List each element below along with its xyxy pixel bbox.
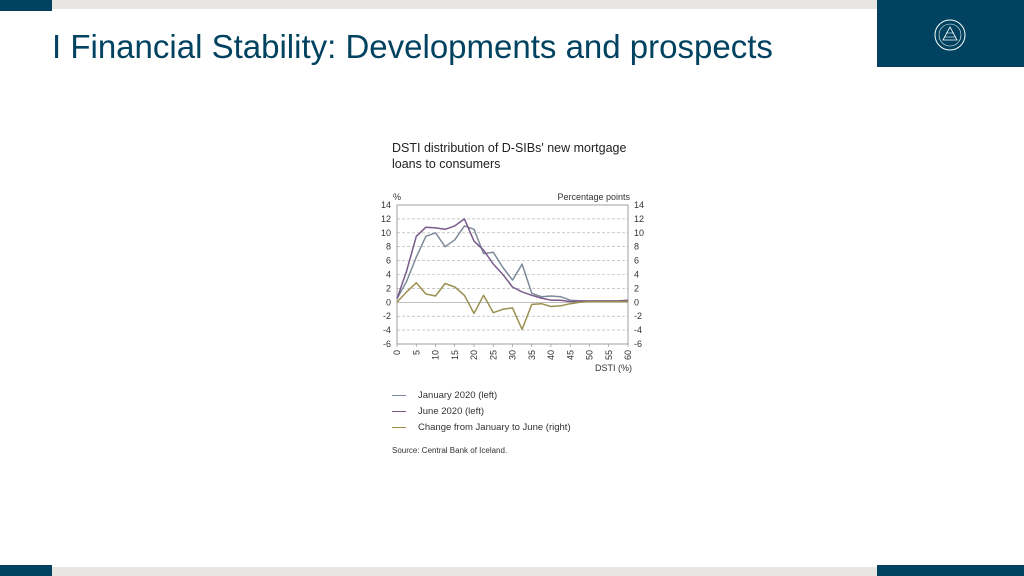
legend-item-january: January 2020 (left) bbox=[392, 387, 571, 403]
y-tick-label-left: 12 bbox=[381, 214, 391, 224]
legend-swatch bbox=[392, 394, 406, 396]
bottom-accent-bar-left bbox=[0, 565, 52, 576]
x-tick-label: 0 bbox=[392, 350, 402, 355]
y-tick-label-right: 10 bbox=[634, 228, 644, 238]
y-tick-label-right: -2 bbox=[634, 311, 642, 321]
y-tick-label-right: -6 bbox=[634, 339, 642, 349]
series-lines bbox=[396, 218, 629, 331]
y-tick-label-left: -4 bbox=[383, 325, 391, 335]
x-tick-label: 50 bbox=[585, 350, 595, 360]
chart-title: DSTI distribution of D-SIBs' new mortgag… bbox=[392, 141, 627, 171]
x-tick-label: 5 bbox=[411, 350, 421, 355]
y-tick-label-left: 10 bbox=[381, 228, 391, 238]
y-tick-label-left: -6 bbox=[383, 339, 391, 349]
x-tick-label: 15 bbox=[450, 350, 460, 360]
x-axis-label: DSTI (%) bbox=[595, 363, 632, 373]
seal-icon bbox=[934, 19, 966, 51]
y-tick-label-right: 12 bbox=[634, 214, 644, 224]
y-tick-label-left: -2 bbox=[383, 311, 391, 321]
legend-swatch bbox=[392, 426, 406, 428]
legend-item-change: Change from January to June (right) bbox=[392, 419, 571, 435]
line-chart: -6 -6 -4 -4 -2 -2 0 0 2 2 4 4 6 6 8 8 10 10 12 12 14 14 0 5 10 15… bbox=[381, 192, 644, 373]
slide-title: I Financial Stability: Developments and … bbox=[52, 28, 773, 65]
central-bank-logo bbox=[877, 0, 1024, 67]
y-tick-label-right: -4 bbox=[634, 325, 642, 335]
axes: -6 -6 -4 -4 -2 -2 0 0 2 2 4 4 6 6 8 8 10 10 12 12 14 14 0 5 10 15… bbox=[381, 200, 644, 360]
y-tick-label-right: 14 bbox=[634, 200, 644, 210]
y-tick-label-left: 0 bbox=[386, 297, 391, 307]
y-tick-label-left: 2 bbox=[386, 283, 391, 293]
x-tick-label: 20 bbox=[469, 350, 479, 360]
y-tick-label-left: 4 bbox=[386, 270, 391, 280]
x-tick-label: 35 bbox=[527, 350, 537, 360]
x-tick-label: 45 bbox=[565, 350, 575, 360]
chart-source: Source: Central Bank of Iceland. bbox=[392, 446, 508, 455]
bottom-strip bbox=[0, 567, 1024, 576]
x-tick-label: 60 bbox=[623, 350, 633, 360]
left-axis-unit: % bbox=[393, 192, 401, 202]
legend-item-june: June 2020 (left) bbox=[392, 403, 571, 419]
y-tick-label-right: 2 bbox=[634, 283, 639, 293]
legend-label: Change from January to June (right) bbox=[418, 421, 571, 433]
x-tick-label: 40 bbox=[546, 350, 556, 360]
x-tick-label: 25 bbox=[488, 350, 498, 360]
top-strip bbox=[0, 0, 1024, 9]
x-tick-label: 30 bbox=[508, 350, 518, 360]
series-line-2 bbox=[396, 282, 628, 331]
right-axis-unit: Percentage points bbox=[557, 192, 630, 202]
y-tick-label-left: 6 bbox=[386, 256, 391, 266]
y-tick-label-right: 6 bbox=[634, 256, 639, 266]
grid bbox=[397, 218, 628, 331]
bottom-accent-bar-right bbox=[877, 565, 1024, 576]
legend-swatch bbox=[392, 410, 406, 412]
y-tick-label-left: 14 bbox=[381, 200, 391, 210]
y-tick-label-right: 4 bbox=[634, 270, 639, 280]
legend-label: January 2020 (left) bbox=[418, 389, 498, 401]
series-line-0 bbox=[396, 225, 629, 303]
y-tick-label-left: 8 bbox=[386, 242, 391, 252]
x-tick-label: 55 bbox=[604, 350, 614, 360]
y-tick-label-right: 0 bbox=[634, 297, 639, 307]
legend-label: June 2020 (left) bbox=[418, 405, 485, 417]
chart-legend: January 2020 (left) June 2020 (left) Cha… bbox=[392, 387, 571, 435]
y-tick-label-right: 8 bbox=[634, 242, 639, 252]
top-accent-bar bbox=[0, 0, 52, 11]
x-tick-label: 10 bbox=[431, 350, 441, 360]
series-line-1 bbox=[396, 218, 629, 303]
